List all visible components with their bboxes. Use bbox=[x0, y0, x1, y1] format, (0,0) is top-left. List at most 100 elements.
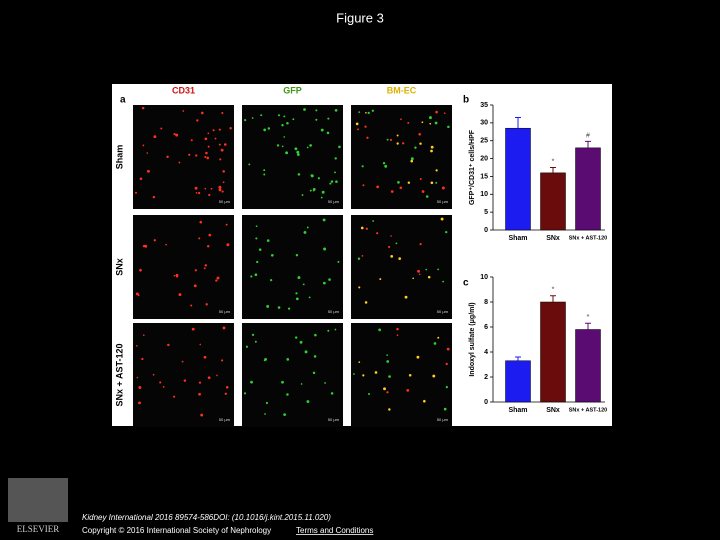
cell-dot bbox=[210, 187, 213, 190]
y-tick-label: 10 bbox=[480, 274, 488, 281]
bar bbox=[540, 172, 566, 231]
cell-dot bbox=[329, 182, 332, 185]
cell-dot bbox=[195, 154, 198, 157]
cell-dot bbox=[429, 116, 432, 120]
row-label: SNx bbox=[114, 258, 124, 276]
cell-dot bbox=[200, 413, 204, 417]
cell-dot bbox=[412, 277, 414, 280]
bar bbox=[505, 127, 531, 231]
cell-dot bbox=[306, 146, 309, 149]
cell-dot bbox=[364, 125, 367, 128]
scale-bar-label: 50 μm bbox=[219, 309, 231, 314]
cell-dot bbox=[365, 227, 368, 230]
cell-dot bbox=[141, 357, 144, 361]
cell-dot bbox=[191, 327, 195, 331]
cell-dot bbox=[396, 327, 399, 331]
cell-dot bbox=[260, 114, 263, 117]
cell-dot bbox=[294, 147, 298, 151]
cell-dot bbox=[283, 413, 287, 416]
cell-dot bbox=[315, 109, 318, 112]
micrograph bbox=[242, 323, 343, 427]
cell-dot bbox=[372, 220, 375, 222]
cell-dot bbox=[222, 170, 225, 173]
micrograph bbox=[242, 105, 343, 209]
cell-dot bbox=[427, 275, 431, 279]
cell-dot bbox=[390, 235, 392, 237]
terms-link[interactable]: Terms and Conditions bbox=[296, 526, 373, 535]
cell-dot bbox=[423, 399, 426, 403]
cell-dot bbox=[263, 169, 266, 172]
cell-dot bbox=[389, 138, 393, 142]
cell-dot bbox=[312, 187, 316, 191]
cell-dot bbox=[183, 379, 187, 382]
cell-dot bbox=[264, 413, 266, 415]
cell-dot bbox=[358, 286, 361, 289]
micrograph bbox=[133, 323, 234, 427]
cell-dot bbox=[142, 144, 145, 147]
scale-bar-label: 50 μm bbox=[219, 417, 231, 422]
cell-dot bbox=[445, 230, 448, 234]
cell-dot bbox=[175, 133, 179, 137]
cell-dot bbox=[323, 281, 326, 285]
cell-dot bbox=[267, 127, 271, 130]
y-tick-label: 0 bbox=[484, 399, 488, 406]
cell-dot bbox=[197, 191, 201, 195]
error-bar bbox=[515, 117, 521, 129]
cell-dot bbox=[388, 245, 391, 249]
cell-dot bbox=[254, 273, 258, 277]
significance-mark: * bbox=[587, 314, 590, 321]
cell-dot bbox=[376, 232, 379, 235]
cell-dot bbox=[327, 329, 330, 332]
cell-dot bbox=[194, 186, 198, 190]
scale-bar-label: 50 μm bbox=[437, 417, 449, 422]
cell-dot bbox=[299, 340, 303, 344]
cell-dot bbox=[204, 137, 208, 141]
cell-dot bbox=[330, 180, 334, 183]
cell-dot bbox=[390, 190, 394, 193]
cell-dot bbox=[366, 136, 369, 139]
cell-dot bbox=[388, 408, 391, 411]
cell-dot bbox=[396, 142, 399, 145]
cell-dot bbox=[334, 171, 336, 174]
cell-dot bbox=[244, 119, 247, 122]
cell-dot bbox=[382, 162, 386, 165]
cell-dot bbox=[225, 385, 229, 389]
cell-dot bbox=[160, 127, 163, 130]
bar bbox=[575, 147, 601, 231]
error-bar bbox=[585, 322, 591, 330]
cell-dot bbox=[364, 301, 368, 304]
cell-dot bbox=[195, 192, 198, 194]
cell-dot bbox=[251, 117, 254, 119]
cell-dot bbox=[434, 121, 438, 125]
cell-dot bbox=[309, 189, 312, 192]
cell-dot bbox=[388, 375, 391, 378]
cell-dot bbox=[435, 169, 438, 172]
cell-dot bbox=[320, 128, 324, 132]
cell-dot bbox=[266, 304, 270, 308]
cell-dot bbox=[136, 376, 139, 379]
x-tick-label: SNx + AST-120 bbox=[569, 235, 607, 241]
cell-dot bbox=[198, 237, 201, 240]
y-tick-label: 4 bbox=[484, 349, 488, 356]
cell-dot bbox=[383, 387, 386, 391]
cell-dot bbox=[406, 388, 410, 392]
cell-dot bbox=[358, 361, 361, 363]
cell-dot bbox=[407, 181, 411, 184]
cell-dot bbox=[270, 279, 273, 282]
cell-dot bbox=[175, 273, 179, 277]
cell-dot bbox=[314, 333, 317, 337]
cell-dot bbox=[181, 360, 184, 363]
cell-dot bbox=[302, 283, 305, 286]
cell-dot bbox=[338, 145, 341, 149]
cell-dot bbox=[216, 374, 218, 377]
cell-dot bbox=[283, 136, 286, 138]
citation: Kidney International 2016 89574-586DOI: … bbox=[82, 513, 331, 522]
cell-dot bbox=[153, 239, 156, 242]
cell-dot bbox=[204, 187, 207, 190]
cell-dot bbox=[310, 174, 313, 177]
cell-dot bbox=[216, 276, 220, 280]
row-label: SNx + AST-120 bbox=[114, 344, 124, 407]
x-tick-label: SNx bbox=[546, 407, 560, 414]
cell-dot bbox=[367, 111, 370, 115]
